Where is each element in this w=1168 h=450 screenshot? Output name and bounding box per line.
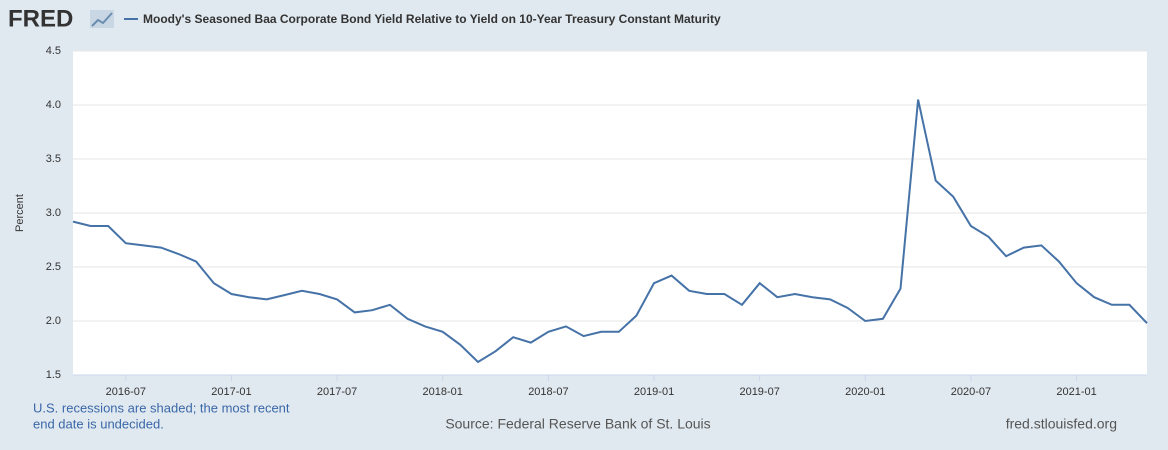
x-tick-label: 2020-01 — [845, 386, 885, 398]
y-tick-label: 4.5 — [46, 45, 61, 57]
x-tick-label: 2021-01 — [1056, 386, 1096, 398]
x-tick-label: 2016-07 — [106, 386, 146, 398]
x-tick-label: 2017-01 — [211, 386, 251, 398]
x-tick-label: 2018-01 — [423, 386, 463, 398]
logo: FRED — [8, 5, 73, 32]
x-tick-label: 2020-07 — [951, 386, 991, 398]
recession-note: U.S. recessions are shaded; the most rec… — [33, 400, 290, 415]
y-tick-label: 3.0 — [46, 207, 61, 219]
logo-icon-line — [91, 12, 113, 27]
logo-icon — [90, 10, 114, 28]
y-tick-label: 2.5 — [46, 261, 61, 273]
x-tick-label: 2019-01 — [634, 386, 674, 398]
y-tick-label: 1.5 — [46, 369, 61, 381]
x-tick-label: 2018-07 — [528, 386, 568, 398]
y-axis-label: Percent — [14, 194, 26, 232]
y-tick-label: 2.0 — [46, 315, 61, 327]
recession-note: end date is undecided. — [33, 416, 164, 431]
line — [72, 99, 1148, 364]
x-tick-label: 2017-07 — [317, 386, 357, 398]
y-tick-label: 4.0 — [46, 99, 61, 111]
site: fred.stlouisfed.org — [1006, 416, 1117, 432]
source: Source: Federal Reserve Bank of St. Loui… — [445, 416, 710, 432]
y-tick-label: 3.5 — [46, 153, 61, 165]
x-tick-label: 2019-07 — [739, 386, 779, 398]
chart-title: Moody's Seasoned Baa Corporate Bond Yiel… — [143, 12, 721, 26]
